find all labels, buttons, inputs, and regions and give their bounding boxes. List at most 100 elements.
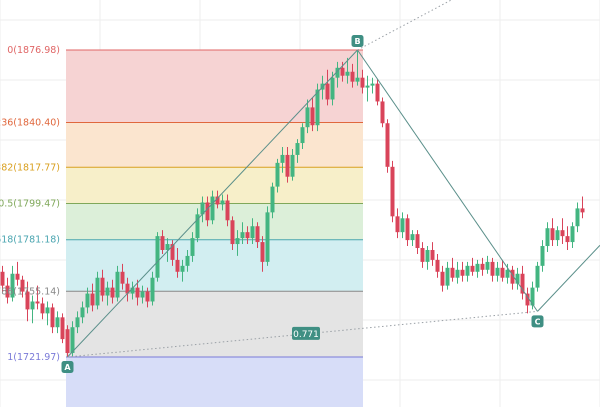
candle[interactable] xyxy=(380,101,385,124)
candle[interactable] xyxy=(480,263,485,270)
point-marker-b[interactable] xyxy=(351,35,364,47)
candle[interactable] xyxy=(545,228,550,247)
candle[interactable] xyxy=(565,236,570,243)
candle[interactable] xyxy=(535,265,540,288)
candle[interactable] xyxy=(100,277,105,296)
candle[interactable] xyxy=(230,220,235,245)
trend-line-ab[interactable] xyxy=(67,49,358,358)
candle[interactable] xyxy=(425,249,430,262)
candle[interactable] xyxy=(205,202,210,221)
candle[interactable] xyxy=(45,307,50,314)
candle[interactable] xyxy=(135,287,140,298)
candle[interactable] xyxy=(275,162,280,187)
candle[interactable] xyxy=(245,232,250,239)
candle[interactable] xyxy=(225,200,230,221)
candle[interactable] xyxy=(455,269,460,278)
candle[interactable] xyxy=(255,226,260,243)
candle[interactable] xyxy=(105,287,110,296)
candle[interactable] xyxy=(145,291,150,302)
candle[interactable] xyxy=(390,166,395,217)
candle[interactable] xyxy=(240,232,245,239)
candle[interactable] xyxy=(35,301,40,304)
candle[interactable] xyxy=(280,154,285,163)
candle[interactable] xyxy=(560,230,565,237)
candle[interactable] xyxy=(430,249,435,260)
candle[interactable] xyxy=(10,273,15,298)
candle[interactable] xyxy=(570,226,575,243)
candle[interactable] xyxy=(530,287,535,306)
candle[interactable] xyxy=(475,263,480,272)
candle[interactable] xyxy=(0,271,5,286)
candle[interactable] xyxy=(80,307,85,318)
candle[interactable] xyxy=(370,83,375,86)
candle[interactable] xyxy=(65,329,70,353)
candle[interactable] xyxy=(420,248,425,262)
candle[interactable] xyxy=(520,273,525,294)
candle[interactable] xyxy=(490,261,495,276)
candle[interactable] xyxy=(50,307,55,328)
point-marker-a[interactable] xyxy=(61,361,74,373)
candle[interactable] xyxy=(180,265,185,272)
candle[interactable] xyxy=(405,218,410,241)
candle[interactable] xyxy=(190,238,195,256)
candle[interactable] xyxy=(315,89,320,126)
candle[interactable] xyxy=(215,196,220,205)
candle[interactable] xyxy=(555,230,560,241)
candle[interactable] xyxy=(400,218,405,233)
candle[interactable] xyxy=(365,85,370,88)
candle[interactable] xyxy=(295,143,300,155)
candle[interactable] xyxy=(250,226,255,239)
candle[interactable] xyxy=(460,269,465,276)
candle[interactable] xyxy=(120,271,125,284)
candle[interactable] xyxy=(485,261,490,270)
candle[interactable] xyxy=(220,200,225,205)
candle[interactable] xyxy=(70,327,75,353)
candle[interactable] xyxy=(340,67,345,76)
candle[interactable] xyxy=(40,303,45,314)
candle[interactable] xyxy=(510,269,515,284)
candle[interactable] xyxy=(110,287,115,298)
candle[interactable] xyxy=(285,154,290,177)
candle[interactable] xyxy=(195,214,200,239)
candle[interactable] xyxy=(470,265,475,272)
candle[interactable] xyxy=(85,293,90,308)
candle[interactable] xyxy=(345,71,350,76)
candle[interactable] xyxy=(25,291,30,310)
candle[interactable] xyxy=(30,301,35,310)
pattern-points[interactable]: 0.771 A B C xyxy=(61,35,544,373)
candle[interactable] xyxy=(435,259,440,272)
candle[interactable] xyxy=(290,154,295,177)
candle[interactable] xyxy=(350,71,355,82)
candle[interactable] xyxy=(385,123,390,167)
candle[interactable] xyxy=(55,317,60,328)
candle[interactable] xyxy=(355,77,360,82)
candle[interactable] xyxy=(305,107,310,128)
candle[interactable] xyxy=(360,77,365,88)
candle[interactable] xyxy=(575,208,580,227)
candle[interactable] xyxy=(445,267,450,286)
candle[interactable] xyxy=(260,242,265,262)
candle[interactable] xyxy=(335,67,340,78)
candle[interactable] xyxy=(150,277,155,302)
candle[interactable] xyxy=(115,271,120,298)
candle[interactable] xyxy=(550,228,555,241)
candle[interactable] xyxy=(200,202,205,215)
candle[interactable] xyxy=(130,287,135,294)
candle[interactable] xyxy=(310,107,315,126)
candle[interactable] xyxy=(265,212,270,262)
candle[interactable] xyxy=(125,283,130,294)
candle[interactable] xyxy=(515,273,520,284)
candle[interactable] xyxy=(580,208,585,213)
candle[interactable] xyxy=(465,265,470,276)
trend-line-cd[interactable] xyxy=(537,244,600,312)
candle[interactable] xyxy=(500,267,505,278)
candle[interactable] xyxy=(495,267,500,276)
candle[interactable] xyxy=(75,317,80,328)
candle[interactable] xyxy=(185,255,190,266)
candle[interactable] xyxy=(330,77,335,100)
candle[interactable] xyxy=(175,259,180,272)
candle[interactable] xyxy=(165,244,170,250)
candle[interactable] xyxy=(410,234,415,241)
candle[interactable] xyxy=(140,291,145,298)
point-marker-c[interactable] xyxy=(531,315,544,328)
